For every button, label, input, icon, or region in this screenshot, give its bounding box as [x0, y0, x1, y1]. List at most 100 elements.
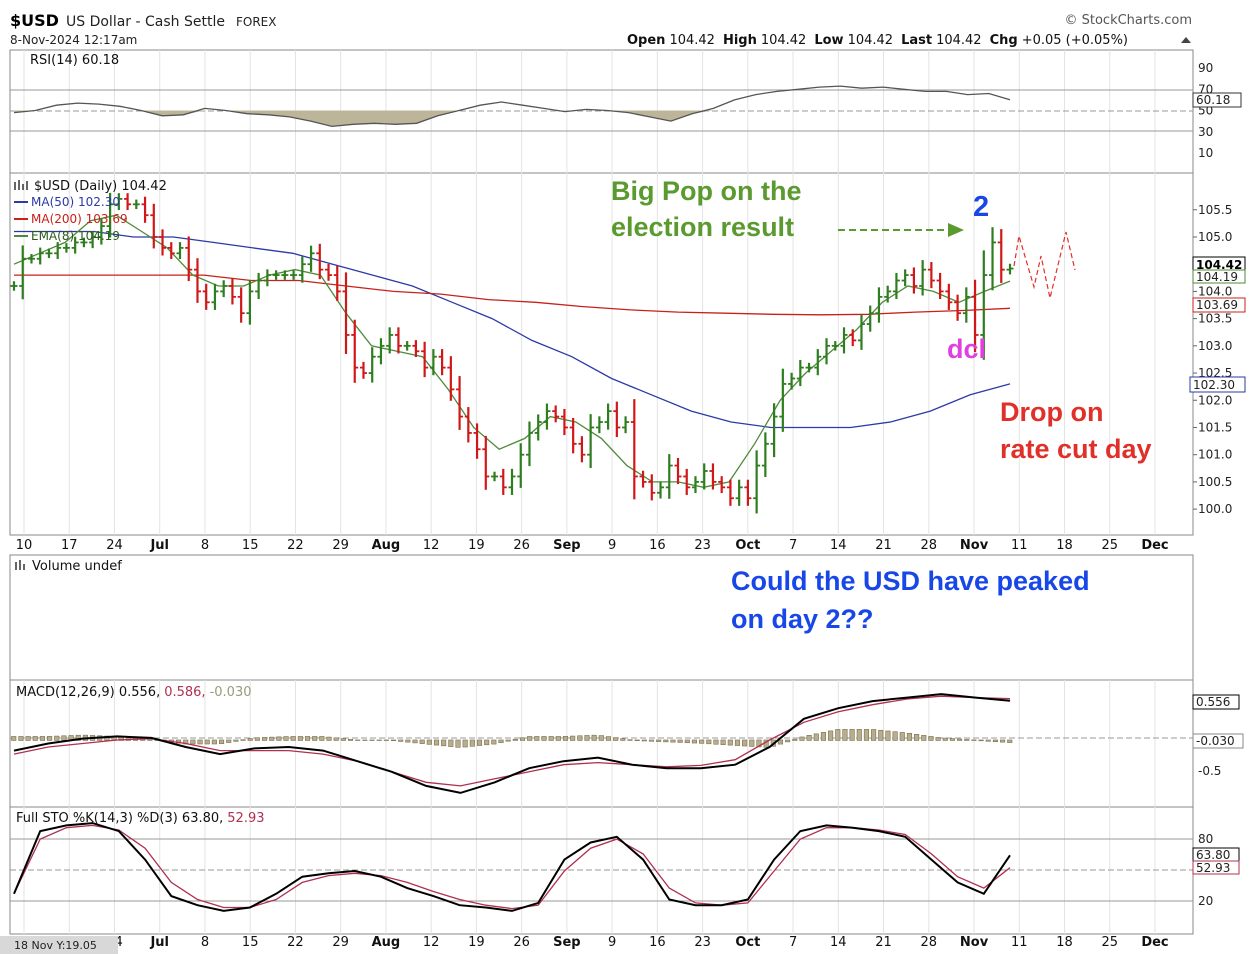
badge-ema8: 104.19 [1196, 270, 1238, 284]
macd-hist-bar [598, 735, 604, 741]
price-bar [403, 341, 411, 351]
price-legend-ma50: MA(50) 102.30 [31, 195, 120, 209]
price-tick-label: 103.0 [1198, 339, 1232, 353]
price-bar [971, 279, 979, 353]
price-bar [45, 248, 53, 259]
price-bar [849, 329, 857, 347]
price-tick-label: 104.0 [1198, 284, 1232, 298]
price-bar [491, 471, 499, 482]
macd-hist-bar [211, 739, 217, 745]
macd-hist-bar [820, 732, 826, 741]
macd-hist-bar [978, 739, 984, 742]
price-bar [569, 417, 577, 454]
chart-name: US Dollar - Cash Settle [66, 14, 225, 30]
macd-label-signal: 0.586, [164, 685, 205, 700]
price-bar [438, 349, 446, 376]
price-bar [132, 199, 140, 210]
x-axis-label: 7 [789, 538, 797, 553]
macd-hist-bar [226, 739, 232, 743]
x-axis-label: Dec [1141, 935, 1168, 950]
annotation-dcl: dcl [947, 334, 986, 364]
macd-hist-bar [412, 739, 418, 744]
macd-hist-bar [276, 736, 282, 741]
x-axis-label: 17 [61, 538, 78, 553]
x-axis-label: Aug [372, 538, 401, 553]
macd-hist-bar [899, 732, 905, 741]
price-bar [604, 403, 612, 430]
svg-text:52.93: 52.93 [1196, 861, 1230, 875]
x-axis-label: 15 [242, 935, 259, 950]
x-axis-label: 16 [649, 538, 666, 553]
macd-hist-bar [75, 734, 81, 741]
x-axis-label: Nov [960, 935, 989, 950]
price-bar [473, 423, 481, 459]
x-axis-label: 22 [287, 538, 304, 553]
macd-hist-bar [505, 739, 511, 742]
macd-hist-bar [534, 736, 540, 741]
price-bar [919, 260, 927, 296]
price-bar [193, 258, 201, 303]
macd-hist-bar [390, 739, 397, 741]
rsi-label: RSI(14) 60.18 [30, 53, 119, 68]
price-bar [394, 327, 402, 354]
macd-hist-bar [921, 735, 927, 741]
rsi-ref-lines [10, 89, 1193, 132]
sto-badges: 80 20 63.80 52.93 [1192, 832, 1240, 908]
x-axis-label: 9 [608, 538, 616, 553]
badge-ma50: 102.30 [1193, 378, 1235, 392]
macd-hist-bar [656, 739, 662, 742]
macd-hist-bar [555, 736, 561, 741]
price-bar [674, 457, 682, 485]
price-tick-label: 100.5 [1198, 475, 1232, 489]
volume-bars-icon [15, 560, 25, 570]
macd-hist-bar [648, 739, 655, 742]
up-arrow-icon [1181, 37, 1191, 43]
price-bar [980, 250, 988, 360]
stockcharts-brand: © StockCharts.com [1064, 13, 1192, 28]
high-label: High [723, 33, 757, 48]
x-axis-label: 29 [332, 935, 349, 950]
rsi-tick-label: 10 [1198, 146, 1213, 160]
sto-label-main: Full STO %K(14,3) %D(3) 63.80, [16, 811, 223, 826]
price-bar [482, 435, 490, 490]
macd-hist-bar [326, 736, 332, 741]
macd-hist-bar [541, 736, 547, 741]
svg-text:Full STO %K(14,3) %D(3) 63.80,: Full STO %K(14,3) %D(3) 63.80, 52.93 [16, 811, 265, 826]
macd-hist-bar [39, 736, 45, 741]
price-bar [857, 314, 865, 350]
price-bar [359, 361, 367, 379]
price-bar [761, 432, 769, 478]
macd-hist-bar [548, 736, 554, 741]
macd-hist-bar [283, 736, 289, 741]
price-bar [543, 403, 551, 430]
x-axis-label: 12 [423, 538, 440, 553]
price-y-ticks: 105.5105.0104.0103.5103.0102.5102.0101.5… [1193, 203, 1232, 516]
macd-hist-bar [433, 739, 440, 746]
x-axis-label: 26 [513, 935, 530, 950]
macd-hist-bar [233, 739, 239, 742]
price-bar [691, 476, 699, 494]
price-bar [595, 416, 603, 434]
price-bar [290, 270, 298, 280]
low-label: Low [814, 33, 843, 48]
price-bar [630, 399, 638, 500]
price-bar [281, 270, 289, 280]
x-axis-label: 11 [1011, 538, 1028, 553]
macd-hist-bar [383, 739, 389, 741]
chart-exchange: FOREX [236, 15, 277, 29]
macd-hist-bar [871, 729, 877, 741]
macd-hist-bar [777, 739, 784, 745]
price-bar [228, 278, 236, 305]
x-axis-label: 14 [830, 538, 847, 553]
x-axis-label: Nov [960, 538, 989, 553]
x-axis-label: 19 [468, 935, 485, 950]
macd-hist-bar [261, 737, 268, 741]
arrow-right-icon [948, 223, 964, 237]
chart-symbol: $USD [10, 11, 59, 30]
macd-hist-bar [312, 736, 318, 741]
last-value: 104.42 [936, 33, 982, 48]
price-bar [1006, 263, 1014, 275]
price-bar [298, 256, 306, 283]
macd-hist-bar [684, 739, 690, 744]
macd-hist-bar [591, 734, 597, 741]
